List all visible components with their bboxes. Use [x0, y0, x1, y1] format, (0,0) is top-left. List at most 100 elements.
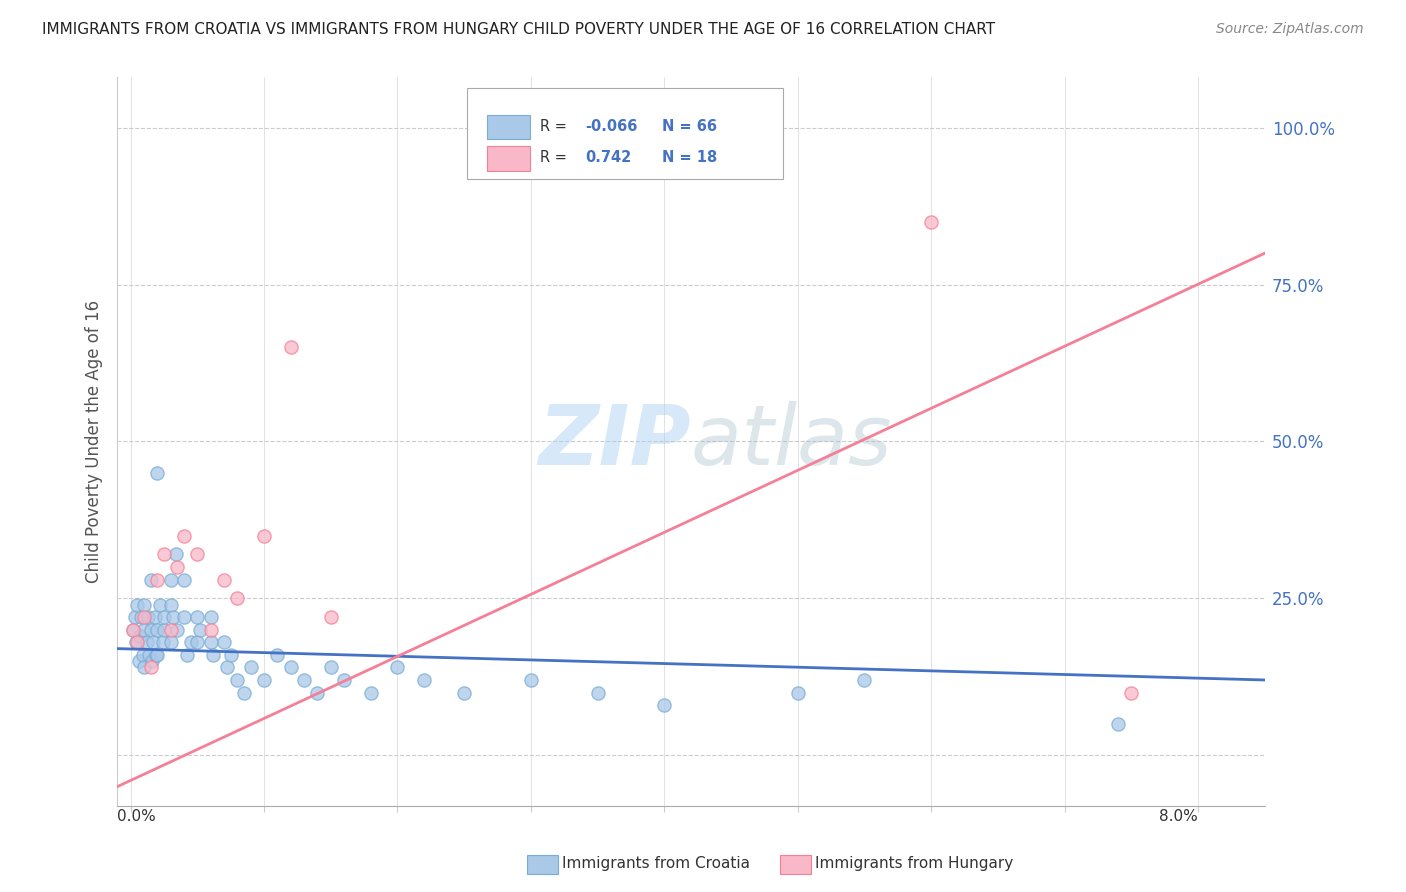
- Point: [413, 673, 436, 687]
- Point: [186, 610, 208, 624]
- Point: [520, 673, 543, 687]
- Text: 8.0%: 8.0%: [1160, 809, 1198, 823]
- Bar: [486, 114, 530, 139]
- Point: [146, 573, 169, 587]
- Point: [319, 660, 342, 674]
- Point: [135, 635, 157, 649]
- Point: [212, 635, 235, 649]
- Text: R =: R =: [540, 119, 571, 134]
- Point: [146, 623, 169, 637]
- Point: [188, 623, 211, 637]
- Point: [132, 610, 155, 624]
- Point: [1107, 717, 1129, 731]
- Point: [333, 673, 356, 687]
- Point: [145, 648, 167, 662]
- Point: [186, 635, 208, 649]
- Point: [122, 623, 145, 637]
- Point: [319, 610, 342, 624]
- Point: [453, 685, 475, 699]
- Point: [387, 660, 409, 674]
- Point: [136, 610, 159, 624]
- Text: ZIP: ZIP: [538, 401, 690, 482]
- Point: [200, 635, 222, 649]
- Point: [122, 623, 145, 637]
- Point: [132, 660, 155, 674]
- Point: [128, 629, 150, 643]
- Point: [233, 685, 256, 699]
- Point: [127, 635, 149, 649]
- Text: -0.066: -0.066: [585, 119, 638, 134]
- Point: [138, 648, 160, 662]
- Point: [153, 610, 176, 624]
- FancyBboxPatch shape: [467, 88, 783, 179]
- Point: [165, 548, 187, 562]
- Point: [132, 623, 155, 637]
- Point: [124, 610, 146, 624]
- Point: [1121, 685, 1143, 699]
- Point: [173, 610, 195, 624]
- Point: [176, 648, 198, 662]
- Text: IMMIGRANTS FROM CROATIA VS IMMIGRANTS FROM HUNGARY CHILD POVERTY UNDER THE AGE O: IMMIGRANTS FROM CROATIA VS IMMIGRANTS FR…: [42, 22, 995, 37]
- Point: [153, 623, 176, 637]
- Text: Immigrants from Croatia: Immigrants from Croatia: [562, 856, 751, 871]
- Point: [280, 660, 302, 674]
- Text: R =: R =: [540, 150, 571, 165]
- Point: [159, 573, 181, 587]
- Point: [159, 635, 181, 649]
- Point: [202, 648, 225, 662]
- Point: [129, 610, 152, 624]
- Point: [149, 598, 172, 612]
- Text: atlas: atlas: [690, 401, 893, 482]
- Text: 0.0%: 0.0%: [117, 809, 156, 823]
- Point: [853, 673, 876, 687]
- Text: N = 18: N = 18: [662, 150, 717, 165]
- Point: [139, 623, 162, 637]
- Text: Immigrants from Hungary: Immigrants from Hungary: [815, 856, 1014, 871]
- Text: N = 66: N = 66: [662, 119, 717, 134]
- Point: [226, 591, 249, 606]
- Point: [280, 340, 302, 354]
- Point: [200, 623, 222, 637]
- Point: [219, 648, 242, 662]
- Point: [226, 673, 249, 687]
- Point: [132, 598, 155, 612]
- Point: [139, 573, 162, 587]
- Point: [215, 660, 238, 674]
- Point: [159, 598, 181, 612]
- Text: Source: ZipAtlas.com: Source: ZipAtlas.com: [1216, 22, 1364, 37]
- Text: 0.742: 0.742: [585, 150, 631, 165]
- Point: [152, 635, 174, 649]
- Point: [125, 635, 148, 649]
- Point: [146, 648, 169, 662]
- Point: [212, 573, 235, 587]
- Point: [142, 635, 165, 649]
- Point: [141, 654, 163, 668]
- Point: [143, 610, 166, 624]
- Point: [253, 528, 276, 542]
- Point: [266, 648, 288, 662]
- Point: [166, 623, 188, 637]
- Point: [920, 215, 942, 229]
- Point: [153, 548, 176, 562]
- Point: [186, 548, 208, 562]
- Point: [253, 673, 276, 687]
- Point: [166, 560, 188, 574]
- Point: [360, 685, 382, 699]
- Point: [652, 698, 675, 712]
- Bar: [486, 146, 530, 170]
- Point: [162, 610, 184, 624]
- Y-axis label: Child Poverty Under the Age of 16: Child Poverty Under the Age of 16: [86, 300, 103, 583]
- Point: [173, 573, 195, 587]
- Point: [146, 466, 169, 480]
- Point: [131, 648, 153, 662]
- Point: [128, 654, 150, 668]
- Point: [586, 685, 609, 699]
- Point: [127, 598, 149, 612]
- Point: [200, 610, 222, 624]
- Point: [180, 635, 202, 649]
- Point: [239, 660, 262, 674]
- Point: [173, 528, 195, 542]
- Point: [292, 673, 315, 687]
- Point: [139, 660, 162, 674]
- Point: [786, 685, 808, 699]
